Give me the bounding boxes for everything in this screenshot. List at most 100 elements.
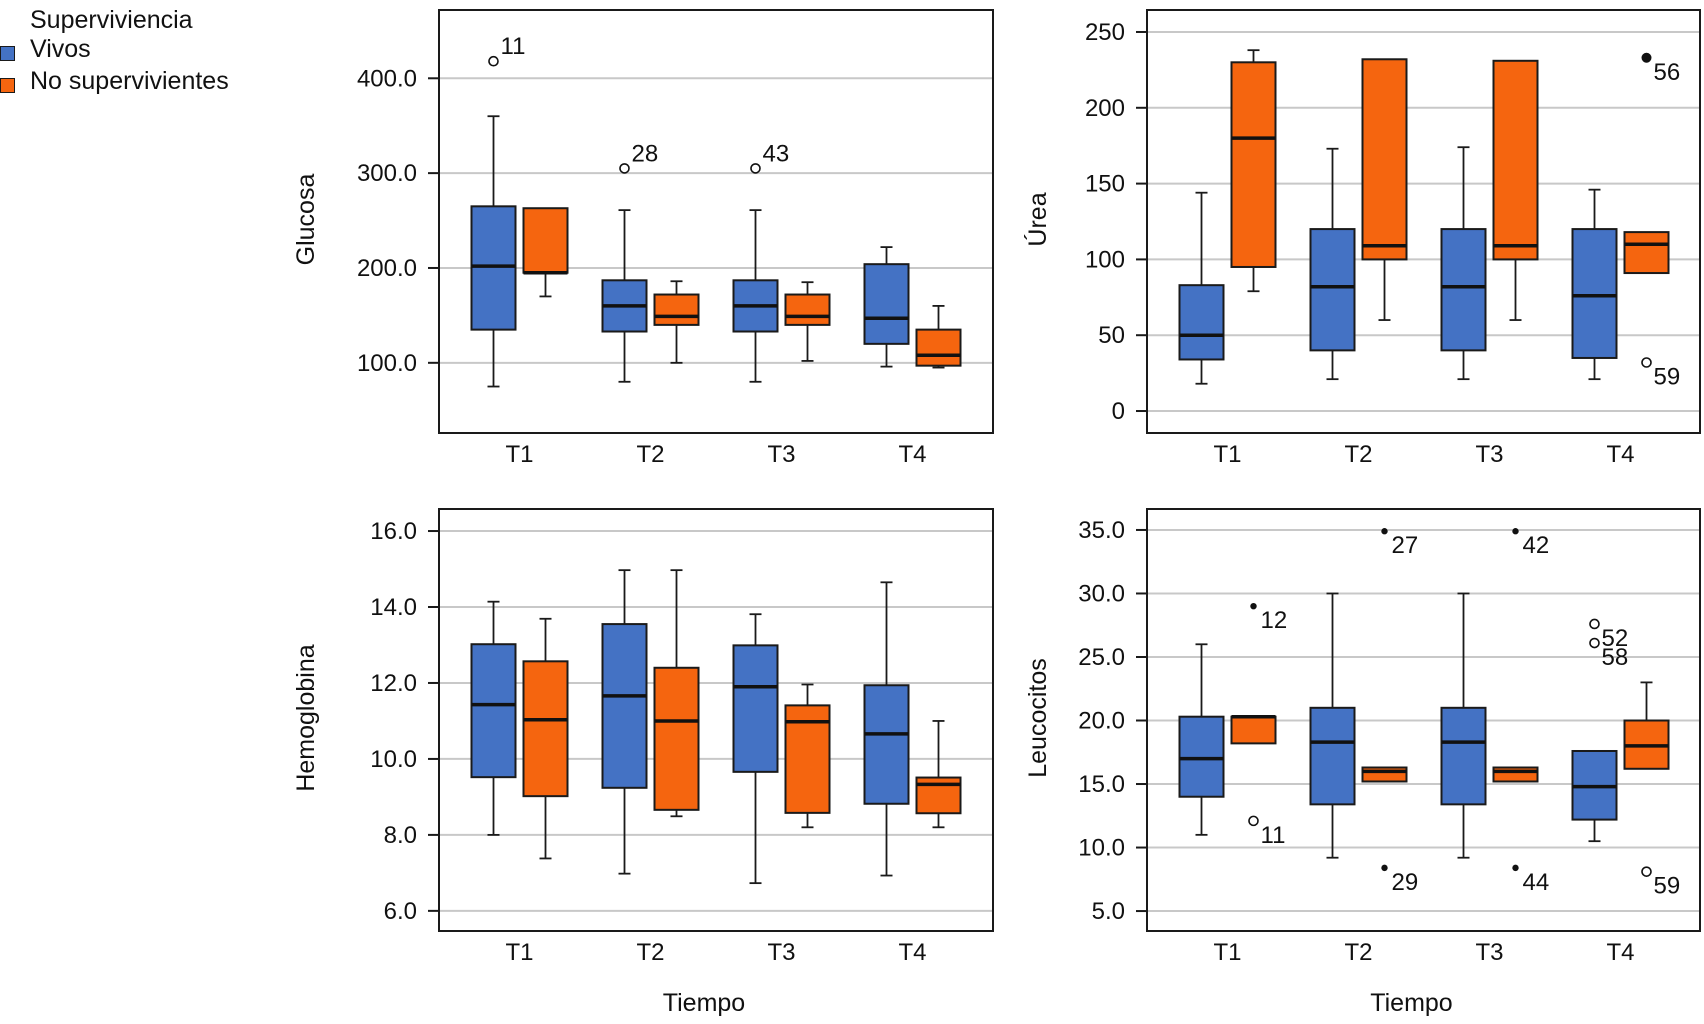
x-tick-label: T1 xyxy=(1213,441,1241,468)
outlier-point xyxy=(619,163,630,174)
extreme-point xyxy=(1381,528,1388,535)
iqr-box xyxy=(522,207,569,274)
box-no-supervivientes-T4 xyxy=(1623,231,1670,275)
iqr-box xyxy=(1440,706,1487,806)
iqr-box xyxy=(1309,706,1356,806)
iqr-box xyxy=(863,684,910,805)
outlier-label: 59 xyxy=(1654,364,1681,391)
x-axis-title: Tiempo xyxy=(663,989,745,1017)
outlier-point xyxy=(1641,866,1652,877)
iqr-box xyxy=(1440,228,1487,352)
iqr-box xyxy=(863,263,910,345)
y-tick-label: 12.0 xyxy=(370,670,417,697)
chart-leucocitos: 5.0 10.0 15.0 20.0 25.0 30.0 35.0 Leucocitos T1 T… xyxy=(1024,508,1701,1017)
extreme-point xyxy=(1381,864,1388,872)
iqr-box xyxy=(1309,228,1356,352)
legend-swatch-vivos xyxy=(0,46,15,61)
x-tick-label: T4 xyxy=(898,939,926,966)
y-axis-title: Hemoglobina xyxy=(292,644,320,791)
extreme-point xyxy=(1512,864,1519,872)
outlier-label: 43 xyxy=(763,140,790,167)
box-vivos-T3 xyxy=(732,209,779,383)
legend-label-no-supervivientes: No supervivientes xyxy=(30,67,229,95)
y-tick-label: 10.0 xyxy=(1078,835,1125,862)
box-vivos-T4 xyxy=(1571,188,1618,381)
outlier-point xyxy=(1589,618,1600,630)
box-vivos-T4 xyxy=(863,581,910,877)
x-axis-title: Tiempo xyxy=(1370,989,1452,1017)
box-no-supervivientes-T2 xyxy=(653,569,700,818)
chart-hemoglobina: 6.0 8.0 10.0 12.0 14.0 16.0 Hemoglobina T1 T2 T3 T… xyxy=(292,508,994,1017)
plot-frame xyxy=(1146,9,1701,434)
iqr-box xyxy=(1230,715,1277,745)
box-vivos-T3 xyxy=(1440,146,1487,381)
x-tick-label: T1 xyxy=(1213,939,1241,966)
outlier-point xyxy=(1641,357,1652,368)
y-tick-label: 6.0 xyxy=(384,898,417,925)
outlier-label: 28 xyxy=(632,140,659,167)
y-tick-label: 200 xyxy=(1085,95,1125,122)
iqr-box xyxy=(1623,231,1670,275)
iqr-box xyxy=(1178,284,1225,361)
y-tick-label: 30.0 xyxy=(1078,580,1125,607)
outlier-label: 29 xyxy=(1392,869,1419,896)
plot-frame xyxy=(1146,508,1701,932)
box-vivos-T2 xyxy=(601,209,648,383)
iqr-box xyxy=(653,666,700,811)
box-vivos-T1 xyxy=(1178,643,1225,836)
iqr-box xyxy=(601,623,648,789)
outlier-label: 44 xyxy=(1523,869,1550,896)
x-tick-label: T4 xyxy=(898,441,926,468)
box-no-supervivientes-T3 xyxy=(1492,59,1539,321)
box-no-supervivientes-T2 xyxy=(1361,58,1408,321)
box-vivos-T1 xyxy=(470,600,517,836)
x-tick-label: T2 xyxy=(636,441,664,468)
y-tick-label: 25.0 xyxy=(1078,644,1125,671)
y-tick-label: 50 xyxy=(1098,322,1125,349)
legend-label-vivos: Vivos xyxy=(30,35,91,63)
box-no-supervivientes-T2 xyxy=(653,280,700,364)
extreme-point xyxy=(1250,602,1257,610)
iqr-box xyxy=(470,643,517,779)
outlier-label: 12 xyxy=(1261,607,1288,634)
iqr-box xyxy=(1230,61,1277,268)
y-tick-label: 0 xyxy=(1112,398,1125,425)
y-tick-label: 200.0 xyxy=(357,255,417,282)
box-vivos-T3 xyxy=(1440,592,1487,859)
extreme-point xyxy=(1512,528,1519,535)
y-tick-label: 15.0 xyxy=(1078,771,1125,798)
x-tick-label: T1 xyxy=(505,441,533,468)
outlier-label: 59 xyxy=(1654,873,1681,900)
legend-swatch-no-supervivientes xyxy=(0,78,15,93)
legend-title: Superviviencia xyxy=(30,6,193,34)
box-vivos-T3 xyxy=(732,613,779,885)
outlier-point xyxy=(1589,637,1600,649)
y-tick-label: 35.0 xyxy=(1078,517,1125,544)
iqr-box xyxy=(1492,59,1539,261)
outlier-label: 56 xyxy=(1654,59,1681,86)
y-axis-title: Glucosa xyxy=(292,174,320,266)
x-tick-label: T3 xyxy=(767,441,795,468)
extreme-point xyxy=(1641,52,1652,63)
chart-urea: 0 50 100 150 200 250 Úrea T1 T2 T3 T4 56 59 xyxy=(1023,9,1701,468)
plot-frame xyxy=(438,9,994,434)
box-no-supervivientes-T3 xyxy=(784,683,831,829)
outlier-label: 11 xyxy=(501,33,526,60)
outlier-label: 58 xyxy=(1602,644,1629,671)
iqr-box xyxy=(522,660,569,798)
y-axis-title: Úrea xyxy=(1023,192,1052,246)
outlier-label: 52 xyxy=(1602,625,1629,652)
y-tick-label: 150 xyxy=(1085,171,1125,198)
iqr-box xyxy=(915,328,962,367)
outlier-label: 27 xyxy=(1392,532,1419,559)
x-tick-label: T4 xyxy=(1606,939,1634,966)
outlier-label: 42 xyxy=(1523,532,1550,559)
y-axis-title: Leucocitos xyxy=(1024,658,1052,778)
iqr-box xyxy=(653,293,700,326)
iqr-box xyxy=(470,205,517,331)
iqr-box xyxy=(1361,58,1408,261)
box-no-supervivientes-T2 xyxy=(1361,766,1408,783)
outlier-point xyxy=(488,55,499,67)
outlier-point xyxy=(750,163,761,174)
